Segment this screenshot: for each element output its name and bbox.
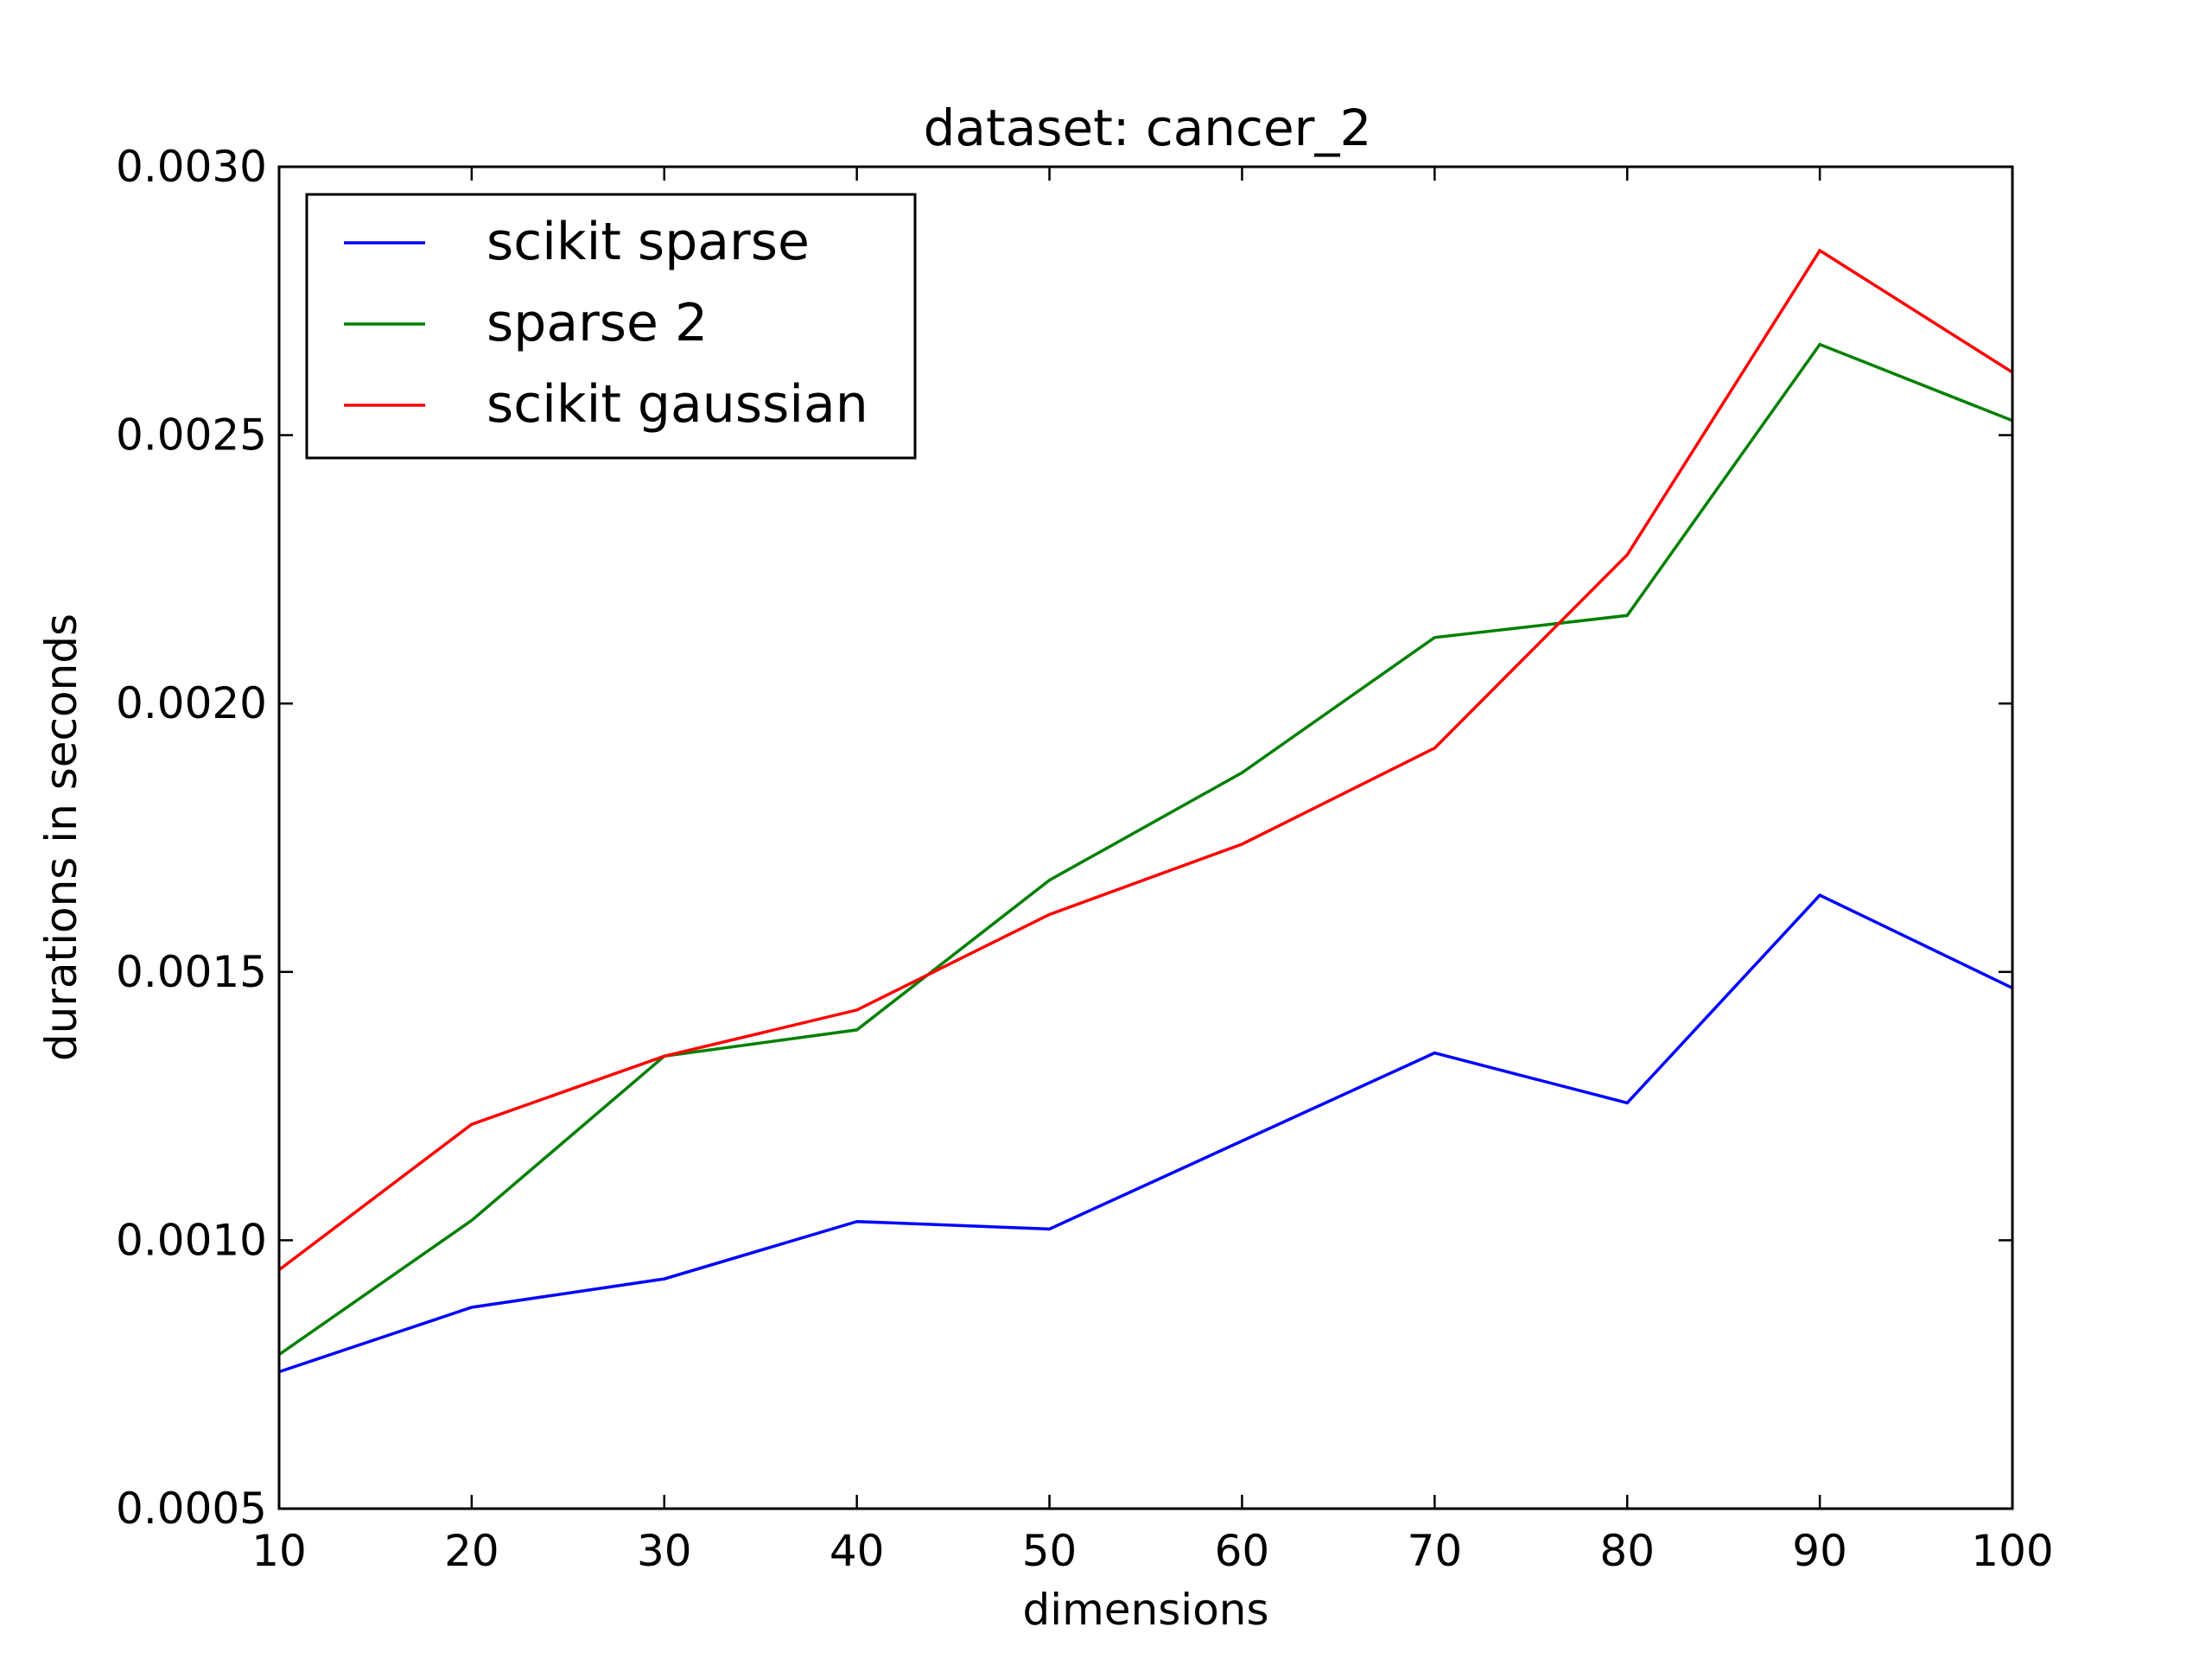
x-tick-label: 70 <box>1408 1526 1463 1576</box>
x-tick-label: 80 <box>1599 1526 1655 1576</box>
x-tick-labels: 10 20 30 40 50 60 70 80 90 100 <box>251 1526 2054 1576</box>
legend-items: scikit sparse sparse 2 scikit gaussian <box>344 212 868 435</box>
legend-label-2: sparse 2 <box>486 293 708 353</box>
x-tick-label: 10 <box>251 1526 307 1576</box>
plot-frame <box>277 165 2014 1510</box>
chart-title: dataset: cancer_2 <box>924 99 1372 157</box>
y-tick-labels: 0.0005 0.0010 0.0015 0.0020 0.0025 0.0030 <box>116 142 267 1534</box>
y-tick-label: 0.0010 <box>116 1215 267 1265</box>
x-tick-label: 30 <box>637 1526 692 1576</box>
series-line-1 <box>278 893 2013 1374</box>
x-tick-label: 50 <box>1022 1526 1077 1576</box>
y-tick-label: 0.0025 <box>116 410 267 461</box>
x-tick-label: 90 <box>1792 1526 1847 1576</box>
y-tick-label: 0.0005 <box>116 1484 267 1534</box>
x-tick-label: 20 <box>444 1526 499 1576</box>
x-tick-label: 100 <box>1971 1526 2053 1576</box>
x-tick-label: 40 <box>830 1526 885 1576</box>
legend-label-3: scikit gaussian <box>486 374 868 435</box>
series-line-3 <box>277 248 2013 1271</box>
y-axis-label: durations in seconds <box>36 613 86 1061</box>
tick-layer <box>277 165 2014 1510</box>
x-axis-label: dimensions <box>1022 1585 1268 1635</box>
series-line-2 <box>277 342 2013 1357</box>
x-tick-label: 60 <box>1215 1526 1270 1576</box>
legend-box <box>305 193 917 460</box>
legend: scikit sparse sparse 2 scikit gaussian <box>305 193 917 460</box>
y-tick-label: 0.0030 <box>116 142 267 192</box>
series-layer <box>277 248 2013 1374</box>
y-tick-label: 0.0020 <box>116 678 267 728</box>
y-tick-label: 0.0015 <box>116 947 267 997</box>
legend-label-1: scikit sparse <box>486 212 810 272</box>
